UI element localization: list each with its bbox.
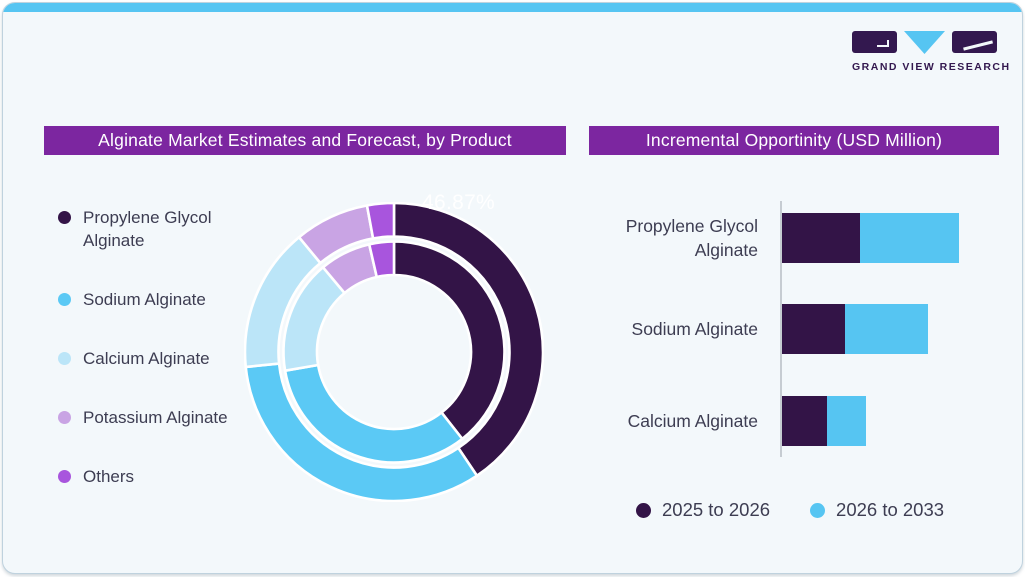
bar-row bbox=[782, 396, 866, 446]
donut-segment bbox=[392, 240, 506, 441]
legend-dot-icon bbox=[58, 470, 71, 483]
donut-segment bbox=[367, 240, 396, 279]
top-accent-bar bbox=[3, 3, 1022, 12]
logo-r-icon bbox=[952, 31, 997, 53]
logo-v-icon bbox=[904, 31, 945, 54]
bar-segment bbox=[860, 213, 959, 263]
bar-category-label: Propylene Glycol Alginate bbox=[625, 216, 758, 260]
donut-segment bbox=[283, 363, 464, 464]
donut-segment bbox=[365, 201, 396, 240]
donut-chart-title: Alginate Market Estimates and Forecast, … bbox=[44, 126, 566, 155]
donut-data-label: 46.87% bbox=[422, 191, 496, 214]
gvr-logo: GRAND VIEW RESEARCH bbox=[852, 31, 1011, 73]
legend-item: 2025 to 2026 bbox=[636, 499, 770, 521]
legend-item: Sodium Alginate bbox=[58, 288, 233, 311]
logo-wordmark: GRAND VIEW RESEARCH bbox=[852, 61, 1011, 73]
bar-segment bbox=[782, 396, 827, 446]
bar-segment bbox=[782, 213, 860, 263]
donut-legend: Propylene Glycol Alginate Sodium Alginate… bbox=[58, 206, 233, 524]
legend-item-label: Propylene Glycol Alginate bbox=[83, 208, 212, 250]
legend-item: Calcium Alginate bbox=[58, 347, 233, 370]
legend-dot-icon bbox=[58, 293, 71, 306]
legend-item: Propylene Glycol Alginate bbox=[58, 206, 233, 252]
donut-svg bbox=[243, 201, 545, 503]
legend-dot-icon bbox=[636, 502, 651, 518]
bar-category-label: Calcium Alginate bbox=[627, 411, 758, 431]
legend-item-label: Calcium Alginate bbox=[83, 349, 210, 368]
bar-chart-title: Incremental Opportinity (USD Million) bbox=[589, 126, 999, 155]
logo-g-icon bbox=[852, 31, 897, 53]
legend-dot-icon bbox=[58, 352, 71, 365]
bar-segment bbox=[827, 396, 866, 446]
legend-item-label: Potassium Alginate bbox=[83, 408, 228, 427]
legend-item: 2026 to 2033 bbox=[810, 499, 944, 521]
donut-segment bbox=[392, 201, 545, 478]
bar-row bbox=[782, 213, 959, 263]
legend-item-label: Others bbox=[83, 467, 135, 486]
legend-item: Others bbox=[58, 465, 233, 488]
bar-category-label: Sodium Alginate bbox=[631, 319, 758, 339]
bar-row bbox=[782, 304, 928, 354]
donut-chart bbox=[243, 201, 545, 503]
bar-chart-legend: 2025 to 2026 2026 to 2033 bbox=[636, 499, 944, 521]
legend-dot-icon bbox=[810, 502, 826, 518]
legend-item-label: 2025 to 2026 bbox=[662, 499, 771, 520]
bar-segment bbox=[845, 304, 928, 354]
legend-item-label: Sodium Alginate bbox=[83, 290, 206, 309]
gvr-logo-mark bbox=[852, 31, 1000, 54]
legend-dot-icon bbox=[58, 411, 71, 424]
legend-item: Potassium Alginate bbox=[58, 406, 233, 429]
legend-item-label: 2026 to 2033 bbox=[836, 499, 945, 520]
bar-segment bbox=[782, 304, 845, 354]
legend-dot-icon bbox=[58, 211, 71, 224]
bar-chart-axis bbox=[780, 201, 782, 457]
